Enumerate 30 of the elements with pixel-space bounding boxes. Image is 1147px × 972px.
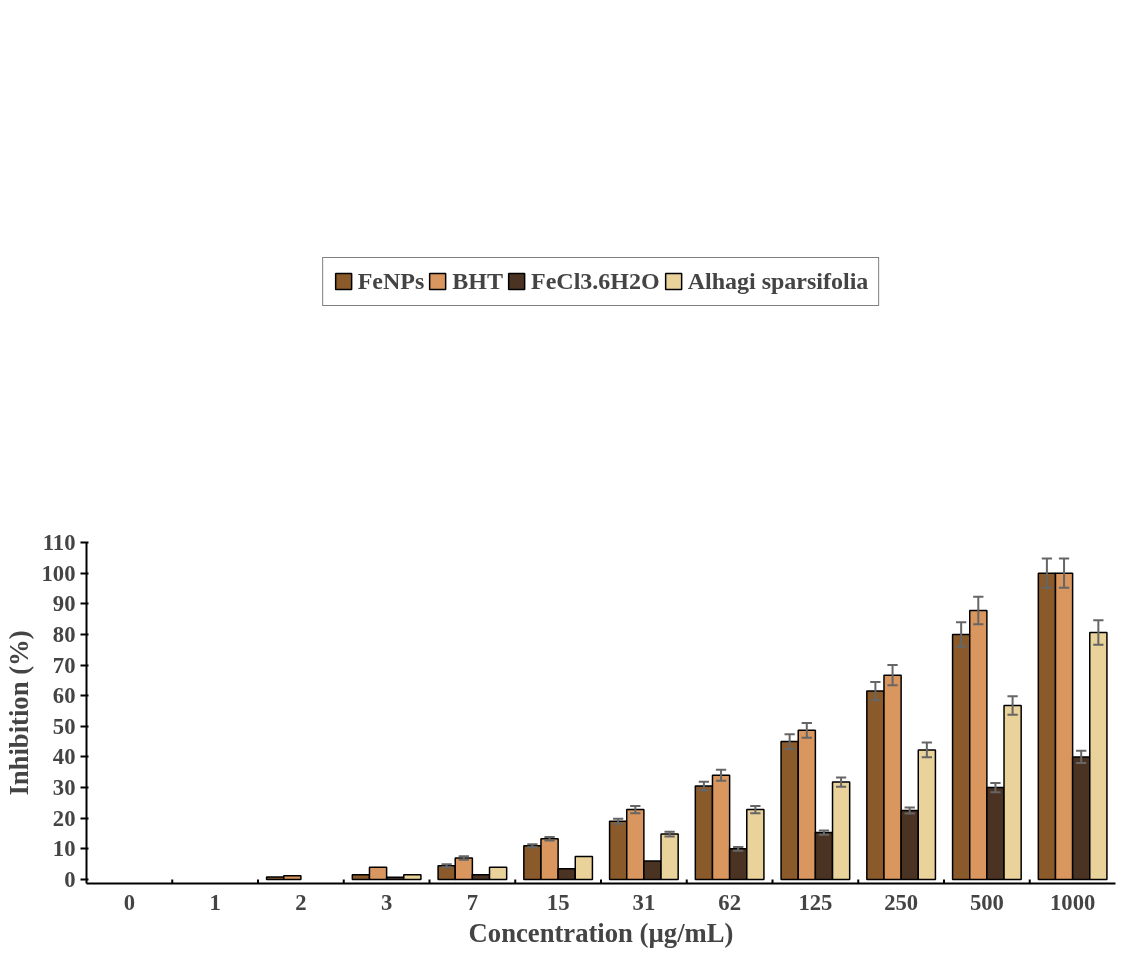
y-tick-label: 40 bbox=[52, 744, 76, 770]
y-tick-label: 90 bbox=[52, 591, 76, 617]
x-tick-label: 1 bbox=[209, 889, 221, 915]
legend-label: FeCl3.6H2O bbox=[530, 267, 660, 295]
y-tick-label: 30 bbox=[52, 775, 76, 801]
x-tick-label: 250 bbox=[884, 889, 919, 915]
y-tick-label: 0 bbox=[64, 866, 76, 892]
y-tick-label: 110 bbox=[42, 530, 76, 555]
x-tick-label: 15 bbox=[546, 889, 570, 915]
x-tick-label: 3 bbox=[380, 889, 393, 915]
legend-label: FeNPs bbox=[357, 267, 425, 295]
y-tick-label: 80 bbox=[52, 621, 76, 647]
y-tick-label: 10 bbox=[52, 836, 76, 862]
x-tick-label: 31 bbox=[632, 889, 656, 915]
x-tick-label: 500 bbox=[969, 889, 1004, 915]
y-tick-label: 20 bbox=[52, 805, 76, 831]
x-tick-label: 125 bbox=[798, 889, 833, 915]
x-tick-label: 0 bbox=[123, 889, 136, 915]
x-tick-label: 1000 bbox=[1049, 889, 1096, 915]
x-tick-label: 62 bbox=[718, 889, 741, 915]
y-tick-label: 50 bbox=[52, 713, 76, 739]
x-axis-title: Concentration (µg/mL) bbox=[468, 917, 734, 948]
y-tick-label: 100 bbox=[41, 560, 76, 586]
x-tick-label: 2 bbox=[295, 889, 307, 915]
x-tick-label: 7 bbox=[466, 889, 479, 915]
y-tick-label: 70 bbox=[52, 652, 76, 678]
y-axis-title: Inhibition (%) bbox=[3, 630, 34, 796]
legend-label: BHT bbox=[452, 267, 503, 295]
legend-label: Alhagi sparsifolia bbox=[687, 267, 869, 295]
y-tick-label: 60 bbox=[52, 683, 76, 709]
